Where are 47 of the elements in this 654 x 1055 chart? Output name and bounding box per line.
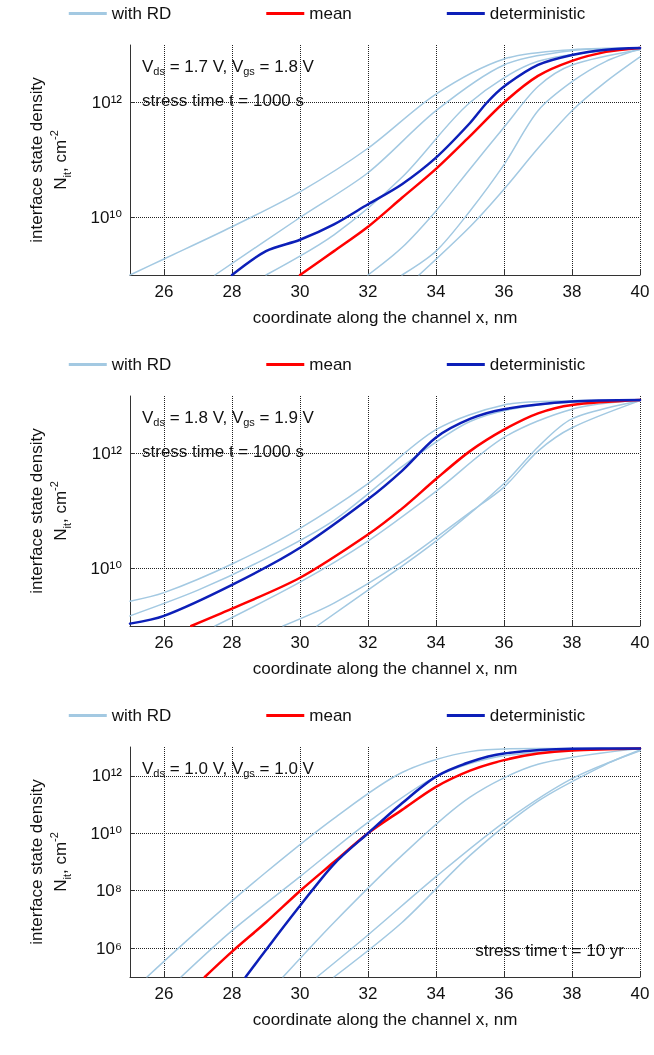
x-tick-label: 38 — [562, 282, 582, 301]
y-tick-label: 10⁶ — [96, 938, 122, 958]
legend-label: mean — [309, 4, 352, 23]
annotation: stress time t = 1000 s — [142, 442, 305, 461]
legend-label: mean — [309, 706, 352, 725]
legend-label: mean — [309, 355, 352, 374]
y-tick-label: 10⁸ — [95, 881, 122, 901]
y-tick-label: 10¹² — [91, 93, 123, 112]
legend-label: deterministic — [489, 355, 586, 374]
legend-label: with RD — [110, 706, 172, 725]
x-tick-label: 40 — [630, 282, 650, 301]
y-tick-label: 10¹² — [91, 766, 123, 786]
x-tick-label: 34 — [426, 282, 446, 301]
x-tick-label: 28 — [222, 633, 242, 652]
legend-label: deterministic — [489, 706, 586, 725]
x-tick-label: 26 — [154, 282, 174, 301]
y-tick-label: 10¹² — [91, 444, 123, 463]
x-tick-label: 30 — [290, 282, 310, 301]
x-tick-label: 28 — [222, 282, 242, 301]
x-axis-title: coordinate along the channel x, nm — [252, 658, 518, 678]
x-tick-label: 34 — [426, 633, 446, 652]
legend-label: deterministic — [489, 4, 586, 23]
x-axis-title: coordinate along the channel x, nm — [252, 1009, 518, 1029]
x-tick-label: 26 — [154, 984, 174, 1003]
annotation: stress time t = 1000 s — [142, 91, 305, 110]
y-tick-label: 10¹⁰ — [90, 559, 123, 578]
x-tick-label: 30 — [290, 984, 310, 1003]
x-tick-label: 36 — [494, 984, 514, 1003]
legend-label: with RD — [110, 355, 172, 374]
x-tick-label: 32 — [358, 984, 378, 1003]
annotation: stress time t = 10 yr — [475, 941, 625, 960]
y-tick-label: 10¹⁰ — [90, 823, 123, 843]
x-tick-label: 32 — [358, 633, 378, 652]
x-tick-label: 36 — [494, 633, 514, 652]
legend-label: with RD — [110, 4, 172, 23]
x-axis-title: coordinate along the channel x, nm — [252, 307, 518, 327]
x-tick-label: 34 — [426, 984, 446, 1003]
x-tick-label: 38 — [562, 633, 582, 652]
x-tick-label: 32 — [358, 282, 378, 301]
x-tick-label: 40 — [630, 984, 650, 1003]
x-tick-label: 36 — [494, 282, 514, 301]
x-tick-label: 30 — [290, 633, 310, 652]
x-tick-label: 26 — [154, 633, 174, 652]
y-tick-label: 10¹⁰ — [90, 208, 123, 227]
x-tick-label: 40 — [630, 633, 650, 652]
x-tick-label: 38 — [562, 984, 582, 1003]
x-tick-label: 28 — [222, 984, 242, 1003]
